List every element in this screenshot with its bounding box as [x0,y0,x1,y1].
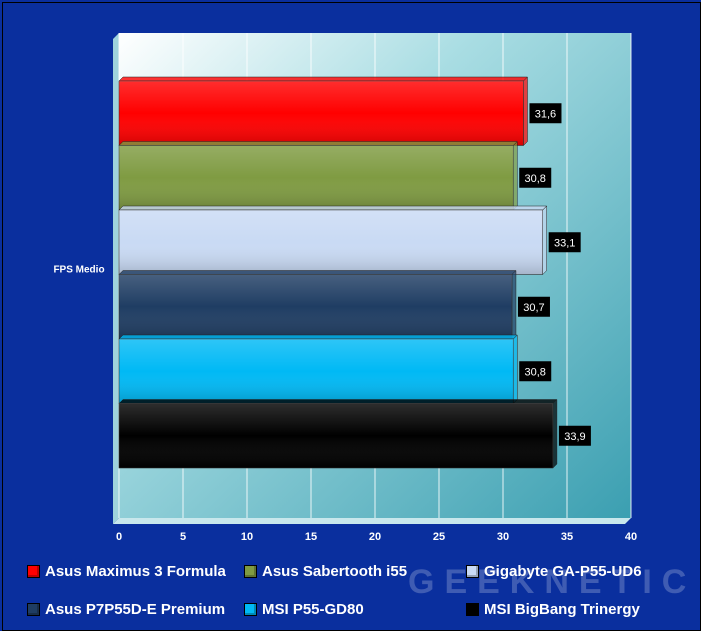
legend-label: Asus P7P55D-E Premium [45,601,226,618]
legend-item: Asus P7P55D-E Premium [27,601,225,618]
x-tick-label: 30 [497,531,509,543]
bar-chart: 0 5 10 15 20 25 30 35 40 FPS Medio 31,6 30,8 33,1 30,… [53,33,637,543]
data-label: 33,1 [554,237,575,249]
legend-label: MSI BigBang Trinergy [484,601,640,618]
bar-cap [512,334,518,405]
bar-top [118,399,558,404]
x-tick-label: 25 [433,531,445,543]
bar-top [118,141,518,146]
data-label-box [517,296,550,317]
data-label-box [548,232,581,253]
data-label: 30,8 [525,366,546,378]
legend-label: MSI P55-GD80 [262,601,364,618]
bar-cap [511,269,517,340]
bar-cap [542,205,547,276]
data-label-box [558,425,591,446]
legend-label: Asus Maximus 3 Formula [45,563,226,580]
bar-shine [119,274,512,339]
data-label: 30,8 [525,173,546,185]
x-tick-label: 10 [241,531,253,543]
legend: Asus Maximus 3 Formula Asus Sabertooth i5… [3,555,700,630]
data-label: 33,9 [564,431,585,443]
legend-item: MSI BigBang Trinergy [466,601,640,618]
legend-swatch [244,565,257,578]
watermark: GEEKNETIC [408,563,697,601]
bar-shine [119,210,543,275]
bar-cap [552,398,558,469]
bar-top [118,270,517,275]
legend-swatch [27,603,40,616]
legend-label: Asus Sabertooth i55 [262,563,408,580]
bar-shine [119,339,514,404]
legend-label: Gigabyte GA-P55-UD6 [484,563,642,580]
bar-shine [119,81,524,146]
bar-cap [512,140,518,211]
data-label: 30,7 [523,302,544,314]
legend-swatch [466,603,479,616]
bar-shine [119,403,553,468]
legend-swatch [244,603,257,616]
category-label: FPS Medio [53,265,104,276]
legend-item: Gigabyte GA-P55-UD6 [466,563,642,580]
x-tick-label: 35 [561,531,573,543]
data-label-box [519,361,552,382]
data-label: 31,6 [535,108,556,120]
legend-swatch [466,565,479,578]
x-tick-label: 40 [625,531,637,543]
x-tick-label: 0 [116,531,122,543]
legend-item: Asus Sabertooth i55 [244,563,407,580]
x-tick-label: 5 [180,531,186,543]
plot-floor [113,518,631,524]
bar-top [118,205,548,211]
legend-swatch [27,565,40,578]
plot-side-wall [113,33,119,524]
legend-item: MSI P55-GD80 [244,601,364,618]
x-tick-label: 20 [369,531,381,543]
bar-shine [119,145,514,210]
legend-item: Asus Maximus 3 Formula [27,563,226,580]
x-tick-label: 15 [305,531,317,543]
data-label-box [519,167,552,188]
data-label-box [529,103,562,124]
bar-top [118,334,518,340]
bar-cap [523,76,528,147]
bar-top [118,76,529,82]
